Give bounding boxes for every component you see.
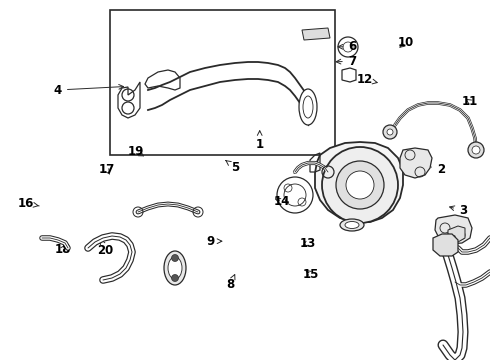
Text: 7: 7	[336, 55, 356, 68]
Text: 8: 8	[226, 275, 235, 291]
Ellipse shape	[345, 221, 359, 229]
Text: 14: 14	[273, 195, 290, 208]
Polygon shape	[315, 142, 403, 222]
Text: 19: 19	[128, 145, 145, 158]
Text: 17: 17	[98, 163, 115, 176]
Ellipse shape	[299, 89, 317, 125]
Circle shape	[322, 147, 398, 223]
Text: 15: 15	[303, 268, 319, 281]
Circle shape	[387, 129, 393, 135]
Text: 20: 20	[97, 238, 114, 257]
Polygon shape	[448, 226, 465, 242]
Ellipse shape	[340, 219, 364, 231]
Text: 11: 11	[461, 95, 478, 108]
Text: 10: 10	[397, 36, 414, 49]
Text: 3: 3	[450, 204, 467, 217]
Text: 13: 13	[299, 237, 316, 249]
Polygon shape	[435, 215, 472, 244]
Text: 18: 18	[54, 243, 71, 256]
Text: 12: 12	[357, 73, 377, 86]
Text: 5: 5	[226, 161, 239, 174]
Text: 16: 16	[17, 197, 39, 210]
Text: 1: 1	[256, 131, 264, 150]
Circle shape	[172, 255, 178, 261]
Bar	[110, 10, 335, 155]
Circle shape	[336, 161, 384, 209]
Polygon shape	[433, 234, 458, 256]
Ellipse shape	[168, 257, 182, 279]
Circle shape	[472, 146, 480, 154]
Text: 4: 4	[54, 84, 123, 96]
Circle shape	[346, 171, 374, 199]
Polygon shape	[400, 148, 432, 178]
Polygon shape	[438, 234, 455, 252]
Text: 6: 6	[338, 40, 357, 53]
Circle shape	[172, 274, 178, 282]
Text: 2: 2	[420, 163, 445, 176]
Polygon shape	[302, 28, 330, 40]
Circle shape	[383, 125, 397, 139]
Text: 9: 9	[207, 235, 222, 248]
Circle shape	[468, 142, 484, 158]
Ellipse shape	[164, 251, 186, 285]
